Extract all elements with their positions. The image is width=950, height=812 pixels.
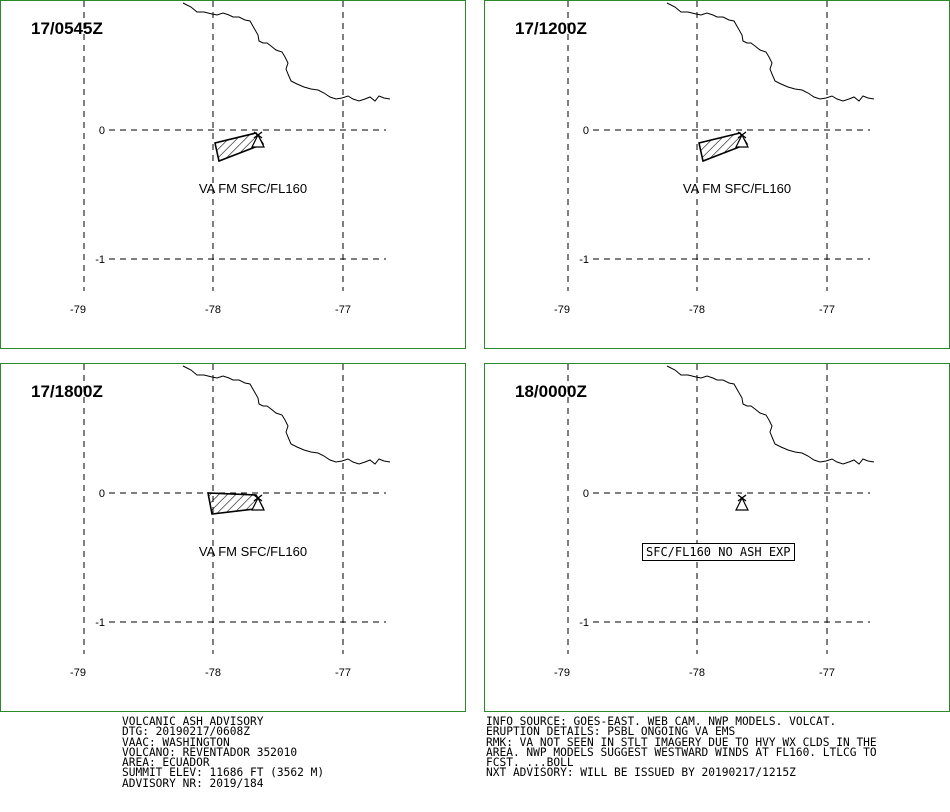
lon-tick-label: -78 [689, 304, 705, 316]
lon-tick-label: -77 [335, 667, 351, 679]
advisory-line: VOLCANIC ASH ADVISORY [122, 715, 264, 728]
map-panel-2: -79 -78 -77 0 -1 VA FM SFC/FL160 17/1200Z [484, 0, 950, 349]
lon-tick-label: -79 [554, 667, 570, 679]
lon-tick-label: -77 [819, 667, 835, 679]
advisory-line: ERUPTION DETAILS: PSBL ONGOING VA EMS [486, 725, 736, 739]
lon-tick-label: -79 [70, 304, 86, 316]
no-ash-box: SFC/FL160 NO ASH EXP [642, 543, 795, 561]
coastline [666, 365, 875, 465]
coastline [182, 2, 391, 102]
lon-tick-label: -79 [70, 667, 86, 679]
lat-tick-label: -1 [579, 254, 589, 266]
lon-tick-label: -78 [205, 667, 221, 679]
map-canvas-4: -79 -78 -77 0 -1 [554, 364, 875, 679]
advisory-line: SUMMIT ELEV: 11686 FT (3562 M) [122, 766, 325, 780]
advisory-line: FCST. ...BOLL [486, 756, 574, 770]
volcano-icon [735, 494, 749, 511]
advisory-left: VOLCANIC ASH ADVISORY DTG: 20190217/0608… [122, 715, 325, 790]
advisory-line: RMK: VA NOT SEEN IN STLT IMAGERY DUE TO … [486, 735, 877, 749]
advisory-line: VOLCANO: REVENTADOR 352010 [122, 745, 298, 759]
advisory-line: INFO SOURCE: GOES-EAST. WEB CAM. NWP MOD… [486, 715, 837, 728]
panel-time-1: 17/0545Z [31, 19, 103, 38]
advisory-line: DTG: 20190217/0608Z [122, 725, 250, 739]
volcano-icon [251, 131, 265, 148]
lon-tick-label: -79 [554, 304, 570, 316]
lat-tick-label: 0 [583, 125, 589, 137]
lat-tick-label: -1 [579, 617, 589, 629]
lon-tick-label: -78 [689, 667, 705, 679]
volcano-icon [251, 494, 265, 511]
advisory-right: INFO SOURCE: GOES-EAST. WEB CAM. NWP MOD… [486, 715, 877, 780]
ash-height-label: VA FM SFC/FL160 [199, 181, 307, 196]
map-panel-1: -79 -78 -77 0 -1 VA FM SFC/FL160 17/0545Z [0, 0, 466, 349]
lon-tick-label: -77 [819, 304, 835, 316]
lat-tick-label: 0 [583, 488, 589, 500]
map-canvas-2: -79 -78 -77 0 -1 VA FM SFC/FL160 [554, 1, 875, 316]
advisory-line: NXT ADVISORY: WILL BE ISSUED BY 20190217… [486, 766, 796, 780]
panel-time-2: 17/1200Z [515, 19, 587, 38]
panel-time-4: 18/0000Z [515, 382, 587, 401]
panel-time-3: 17/1800Z [31, 382, 103, 401]
ash-height-label: VA FM SFC/FL160 [199, 544, 307, 559]
lat-tick-label: -1 [95, 254, 105, 266]
lat-tick-label: 0 [99, 125, 105, 137]
lon-tick-label: -78 [205, 304, 221, 316]
ash-height-label: VA FM SFC/FL160 [683, 181, 791, 196]
coastline [666, 2, 875, 102]
lat-tick-label: 0 [99, 488, 105, 500]
map-canvas-1: -79 -78 -77 0 -1 VA FM SFC/FL160 [70, 1, 391, 316]
map-canvas-3: -79 -78 -77 0 -1 VA FM SFC/FL160 [70, 364, 391, 679]
advisory-line: ADVISORY NR: 2019/184 [122, 776, 264, 790]
lat-tick-label: -1 [95, 617, 105, 629]
lon-tick-label: -77 [335, 304, 351, 316]
coastline [182, 365, 391, 465]
volcano-icon [735, 131, 749, 148]
map-panel-4: -79 -78 -77 0 -1 18/0000Z SFC/FL160 NO ASH E… [484, 363, 950, 712]
advisory-line: AREA. NWP MODELS SUGGEST WESTWARD WINDS … [486, 745, 877, 759]
advisory-line: VAAC: WASHINGTON [122, 735, 230, 749]
advisory-line: AREA: ECUADOR [122, 756, 210, 770]
map-panel-3: -79 -78 -77 0 -1 VA FM SFC/FL160 17/1800Z [0, 363, 466, 712]
